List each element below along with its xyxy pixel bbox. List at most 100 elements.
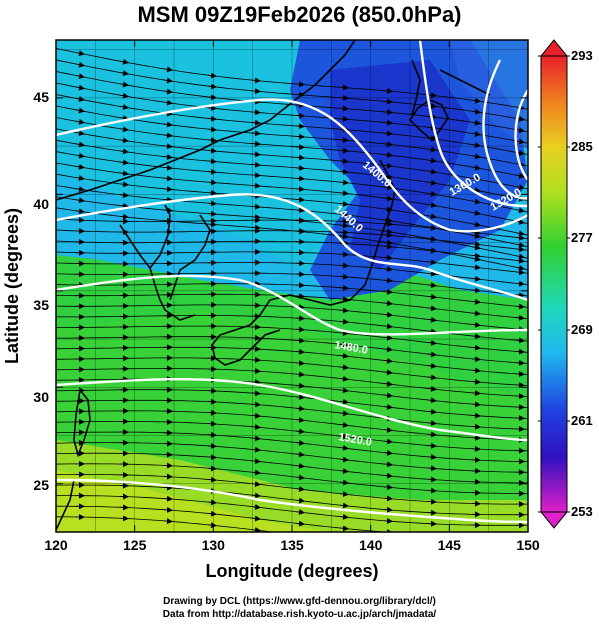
wind-arrow xyxy=(471,232,481,239)
wind-arrow xyxy=(339,330,349,337)
wind-arrow xyxy=(471,97,481,104)
wind-arrow xyxy=(295,326,305,333)
wind-arrow xyxy=(383,162,393,169)
wind-arrow xyxy=(383,243,393,250)
wind-arrow xyxy=(207,522,217,529)
wind-arrow xyxy=(383,357,393,364)
wind-arrow xyxy=(207,465,217,472)
wind-arrow xyxy=(207,499,217,506)
wind-arrow xyxy=(295,81,305,88)
wind-arrow xyxy=(75,208,85,215)
wind-arrow xyxy=(515,280,525,287)
wind-arrow xyxy=(207,210,217,217)
wind-arrow xyxy=(75,163,85,170)
wind-arrow xyxy=(251,119,261,126)
wind-arrow xyxy=(383,495,393,502)
wind-arrow xyxy=(163,186,173,193)
wind-arrow xyxy=(383,311,393,318)
wind-arrow xyxy=(119,81,129,88)
wind-arrow xyxy=(471,252,481,259)
wind-arrow xyxy=(251,469,261,476)
wind-arrow xyxy=(515,292,525,299)
wind-arrow xyxy=(163,518,173,525)
wind-arrow xyxy=(295,416,305,423)
wind-arrow xyxy=(163,66,173,73)
y-tick-label: 30 xyxy=(33,389,49,405)
wind-arrow xyxy=(427,339,437,346)
wind-arrow xyxy=(295,102,305,109)
wind-arrow xyxy=(251,390,261,397)
colorbar xyxy=(539,39,569,529)
wind-arrow xyxy=(295,405,305,412)
wind-arrow xyxy=(471,255,481,262)
wind-arrow xyxy=(339,307,349,314)
x-tick-labels: 120 125 130 135 140 145 150 xyxy=(44,537,540,553)
wind-arrow xyxy=(383,195,393,202)
wind-arrow xyxy=(427,351,437,358)
wind-arrow xyxy=(163,196,173,203)
wind-arrow xyxy=(75,118,85,125)
wind-arrow xyxy=(383,288,393,295)
wind-arrow xyxy=(515,138,525,145)
wind-arrow xyxy=(295,112,305,119)
wind-arrow xyxy=(471,221,481,228)
wind-arrow xyxy=(515,303,525,310)
colorbar-tick-labels: 293 285 277 269 261 253 xyxy=(571,48,593,519)
wind-arrow xyxy=(471,333,481,340)
wind-arrow xyxy=(471,412,481,419)
wind-arrow xyxy=(251,88,261,95)
wind-arrow xyxy=(383,228,393,235)
wind-arrow xyxy=(383,403,393,410)
wind-arrow xyxy=(207,454,217,461)
wind-arrow xyxy=(427,374,437,381)
wind-arrow xyxy=(296,535,304,536)
wind-arrow xyxy=(383,517,393,524)
colorbar-tick-label: 253 xyxy=(571,504,593,519)
map-title: MSM 09Z19Feb2026 (850.0hPa) xyxy=(137,2,462,27)
wind-arrow xyxy=(383,109,393,116)
y-tick-label: 45 xyxy=(33,89,49,105)
wind-arrow xyxy=(383,369,393,376)
wind-arrow xyxy=(427,420,437,427)
credit-drawing: Drawing by DCL (https://www.gfd-dennou.o… xyxy=(163,596,436,607)
x-tick-label: 140 xyxy=(359,537,383,553)
wind-arrow xyxy=(383,87,393,94)
wind-arrow xyxy=(515,127,525,134)
wind-arrow xyxy=(251,77,261,84)
wind-arrow xyxy=(515,314,525,321)
wind-arrow xyxy=(427,213,437,220)
colorbar-tick-label: 261 xyxy=(571,413,593,428)
wind-arrow xyxy=(207,200,217,207)
wind-arrow xyxy=(471,119,481,126)
wind-arrow xyxy=(471,229,481,236)
wind-arrow xyxy=(339,84,349,91)
wind-arrow xyxy=(339,284,349,291)
wind-arrow xyxy=(339,318,349,325)
wind-arrow xyxy=(207,179,217,186)
wind-arrow xyxy=(383,438,393,445)
wind-arrow xyxy=(515,359,525,366)
wind-arrow xyxy=(339,147,349,154)
wind-arrow xyxy=(427,146,437,153)
wind-arrow xyxy=(515,241,525,248)
wind-arrow xyxy=(119,148,129,155)
wind-arrow xyxy=(427,476,437,483)
wind-arrow xyxy=(119,192,129,199)
wind-arrow xyxy=(75,175,85,181)
wind-arrow xyxy=(295,144,305,151)
wind-arrow xyxy=(383,184,393,191)
wind-arrow xyxy=(207,147,217,154)
y-axis-label: Latitude (degrees) xyxy=(2,208,22,364)
wind-arrow xyxy=(383,323,393,330)
wind-arrow xyxy=(339,273,349,280)
wind-arrow xyxy=(163,164,173,171)
colorbar-scale xyxy=(540,55,568,513)
wind-arrow xyxy=(163,153,173,160)
wind-arrow xyxy=(119,159,129,166)
wind-arrow xyxy=(339,341,349,348)
wind-arrow xyxy=(339,137,349,143)
wind-arrow xyxy=(119,126,129,133)
wind-arrow xyxy=(427,282,437,289)
wind-arrow xyxy=(295,123,305,130)
